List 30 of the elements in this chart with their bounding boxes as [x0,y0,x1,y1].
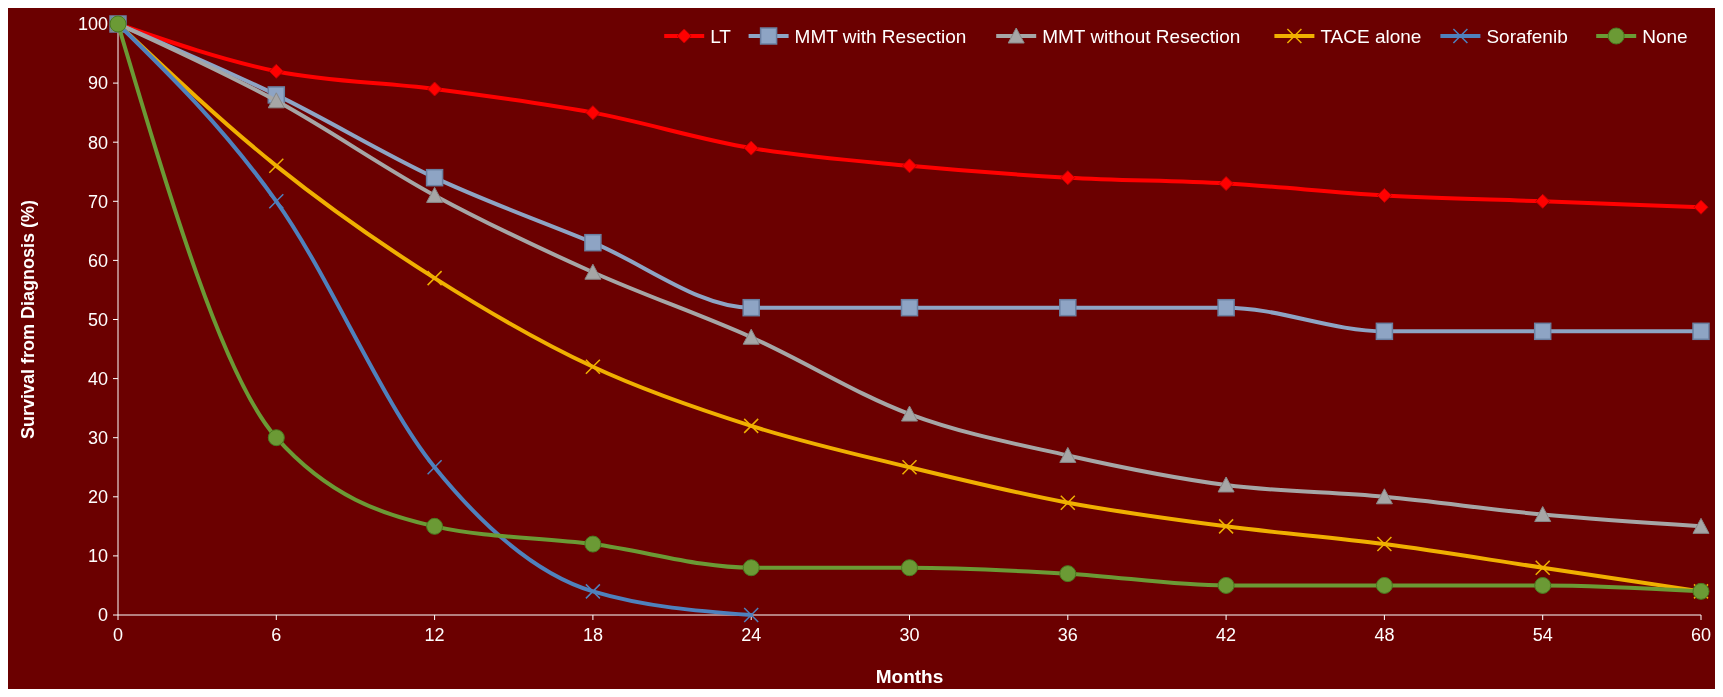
x-tick-label: 36 [1057,625,1078,645]
y-tick-label: 50 [87,309,108,330]
x-tick-label: 24 [741,625,762,645]
y-tick-label: 30 [87,428,108,448]
x-tick-label: 54 [1532,625,1553,645]
x-tick-label: 60 [1690,625,1712,645]
x-tick-label: 0 [112,625,124,645]
y-tick-label: 40 [87,368,108,389]
x-tick-label: 6 [271,625,282,645]
y-tick-label: 20 [87,487,108,508]
legend-label: TACE alone [1320,25,1422,47]
x-tick-label: 48 [1374,625,1395,645]
legend-label: Sorafenib [1486,25,1568,47]
x-tick-label: 18 [582,625,603,645]
x-axis-title: Months [875,666,944,687]
legend-label: MMT with Resection [794,25,967,47]
legend-label: None [1642,25,1688,47]
x-tick-label: 30 [899,625,920,645]
y-tick-label: 10 [87,546,108,567]
y-axis-title: Survival from Diagnosis (%) [18,199,38,440]
y-tick-label: 100 [77,14,108,35]
legend-label: LT [710,25,732,47]
y-tick-label: 90 [87,73,108,94]
y-tick-label: 60 [87,250,108,271]
y-tick-label: 0 [97,605,108,626]
y-tick-label: 80 [87,132,108,153]
legend-label: MMT without Resection [1042,25,1241,47]
x-tick-label: 12 [424,625,445,645]
x-tick-label: 42 [1216,625,1237,645]
y-tick-label: 70 [87,191,108,212]
